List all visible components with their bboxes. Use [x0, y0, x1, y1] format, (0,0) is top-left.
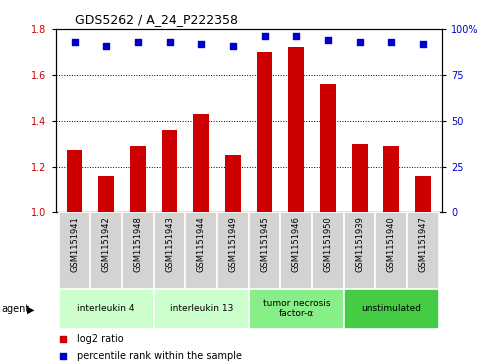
Point	[71, 39, 78, 45]
Bar	[154, 289, 249, 329]
Bar	[249, 212, 281, 289]
Bar	[288, 48, 304, 212]
Point	[102, 42, 110, 48]
Point	[229, 42, 237, 48]
Point	[134, 39, 142, 45]
Bar	[407, 212, 439, 289]
Text: log2 ratio: log2 ratio	[77, 334, 124, 344]
Text: GSM1151940: GSM1151940	[387, 216, 396, 272]
Text: GSM1151946: GSM1151946	[292, 216, 301, 272]
Bar	[344, 212, 375, 289]
Bar	[185, 212, 217, 289]
Point	[261, 33, 269, 39]
Bar	[90, 212, 122, 289]
Bar	[162, 130, 177, 212]
Text: GSM1151950: GSM1151950	[324, 216, 332, 272]
Bar	[415, 176, 431, 212]
Bar	[384, 146, 399, 212]
Text: interleukin 4: interleukin 4	[77, 304, 135, 313]
Bar	[352, 144, 368, 212]
Bar	[99, 176, 114, 212]
Text: GSM1151948: GSM1151948	[133, 216, 142, 272]
Point	[324, 37, 332, 43]
Text: GSM1151949: GSM1151949	[228, 216, 238, 272]
Text: percentile rank within the sample: percentile rank within the sample	[77, 351, 242, 361]
Point	[419, 41, 427, 46]
Point	[59, 337, 67, 342]
Point	[166, 39, 173, 45]
Bar	[256, 52, 272, 212]
Text: agent: agent	[1, 304, 29, 314]
Text: GSM1151939: GSM1151939	[355, 216, 364, 272]
Text: tumor necrosis
factor-α: tumor necrosis factor-α	[262, 299, 330, 318]
Bar	[375, 212, 407, 289]
Bar	[193, 114, 209, 212]
Text: GSM1151942: GSM1151942	[102, 216, 111, 272]
Bar	[320, 84, 336, 212]
Point	[387, 39, 395, 45]
Text: unstimulated: unstimulated	[361, 304, 421, 313]
Text: ▶: ▶	[27, 304, 34, 314]
Text: GSM1151944: GSM1151944	[197, 216, 206, 272]
Point	[198, 41, 205, 46]
Bar	[281, 212, 312, 289]
Point	[59, 353, 67, 359]
Text: GSM1151947: GSM1151947	[418, 216, 427, 272]
Bar	[59, 212, 90, 289]
Text: GSM1151941: GSM1151941	[70, 216, 79, 272]
Bar	[344, 289, 439, 329]
Bar	[130, 146, 146, 212]
Point	[356, 39, 364, 45]
Bar	[312, 212, 344, 289]
Bar	[122, 212, 154, 289]
Bar	[217, 212, 249, 289]
Text: GSM1151945: GSM1151945	[260, 216, 269, 272]
Point	[292, 33, 300, 39]
Text: GDS5262 / A_24_P222358: GDS5262 / A_24_P222358	[75, 13, 238, 26]
Bar	[67, 151, 83, 212]
Bar	[59, 289, 154, 329]
Bar	[154, 212, 185, 289]
Bar	[225, 155, 241, 212]
Bar	[249, 289, 344, 329]
Text: GSM1151943: GSM1151943	[165, 216, 174, 272]
Text: interleukin 13: interleukin 13	[170, 304, 233, 313]
